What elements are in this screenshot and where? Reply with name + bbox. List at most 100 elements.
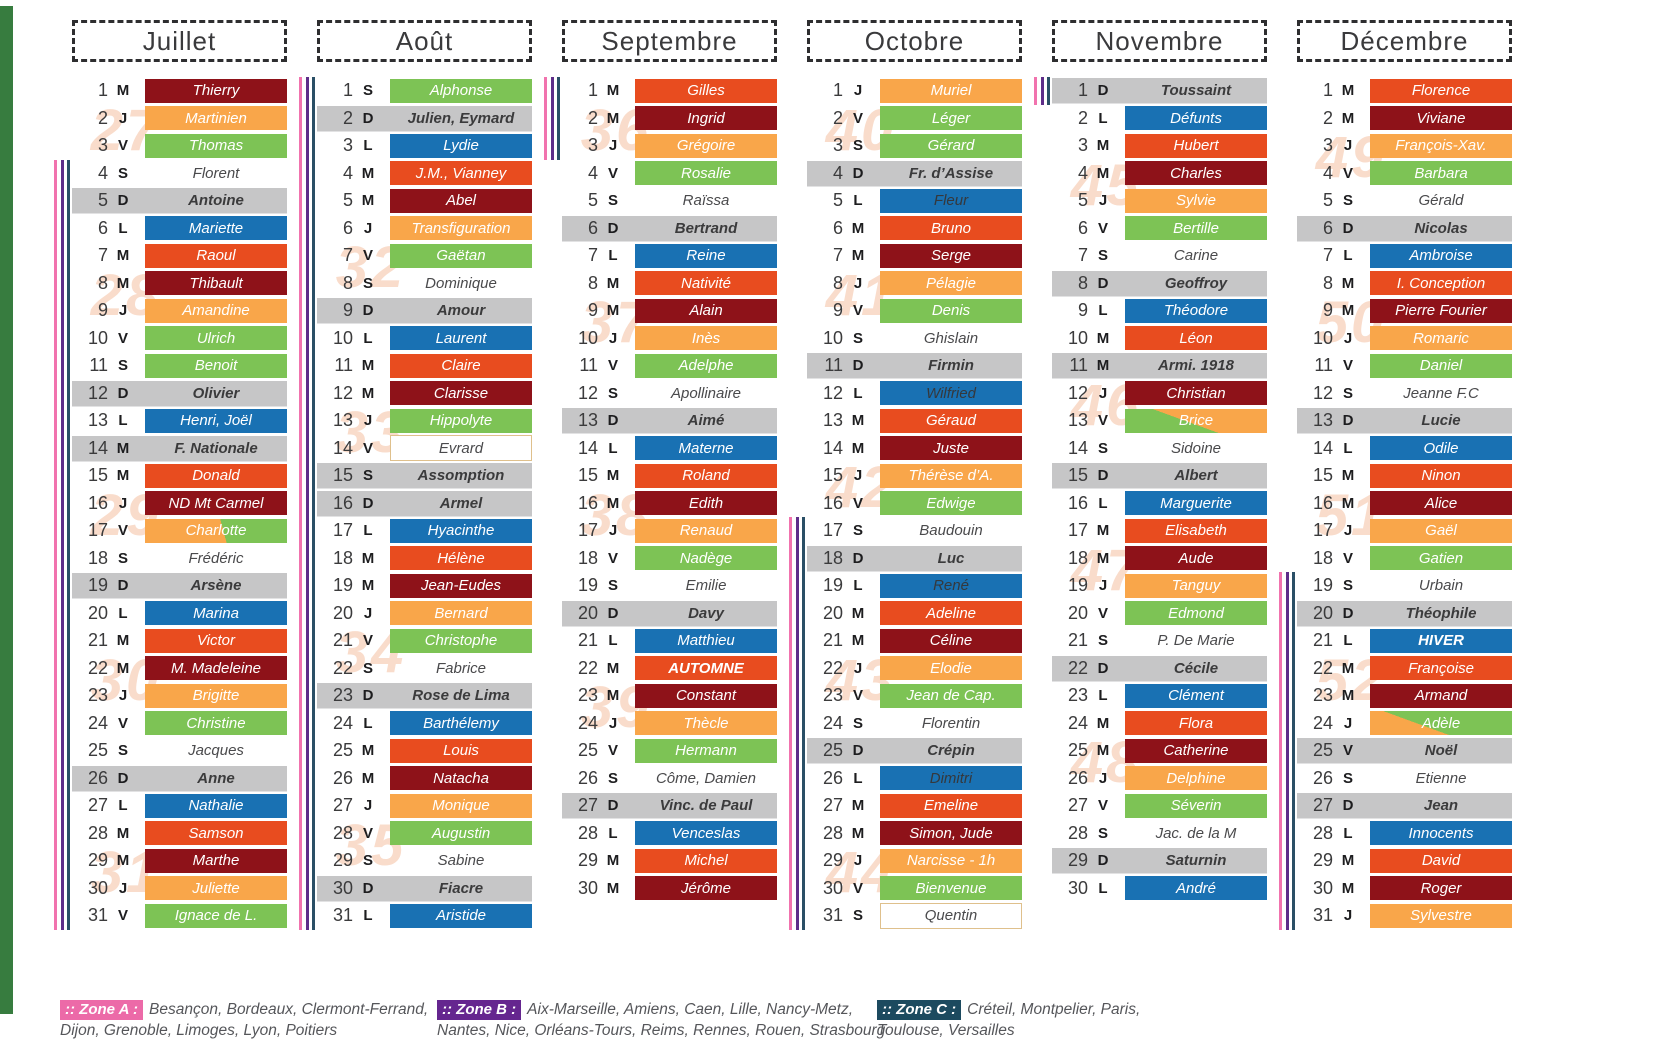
weekday-letter: M [361, 192, 375, 210]
saint-name-band: Elodie [880, 656, 1022, 681]
day-number: 12 [1312, 382, 1333, 403]
saint-name-band: Sabine [437, 852, 485, 870]
saint-name-band: Louis [390, 738, 532, 763]
saint-name-band: Dimitri [880, 766, 1022, 791]
day-number: 21 [87, 630, 108, 651]
day-row: 30 L André [1052, 875, 1267, 903]
weekday-letter: D [1097, 659, 1109, 677]
weekday-letter: M [851, 632, 865, 650]
zone-legend-block: :: Zone B : Aix-Marseille, Amiens, Caen, … [437, 1000, 887, 1042]
day-number: 10 [87, 327, 108, 348]
day-number: 23 [577, 685, 598, 706]
school-vacation-stripes [54, 159, 70, 930]
day-number: 21 [577, 630, 598, 651]
weekday-letter: D [852, 549, 864, 567]
weekday-letter: D [1342, 797, 1354, 815]
saint-name-band: ND Mt Carmel [145, 491, 287, 516]
weekday-letter: S [852, 522, 863, 540]
day-number: 7 [342, 245, 353, 266]
day-number: 5 [832, 190, 843, 211]
saint-name-band: Emilie [685, 577, 727, 595]
day-row: 11 M Armi. 1918 [1052, 352, 1267, 380]
day-row: 12 D Olivier [72, 379, 287, 407]
saint-name-band: Grégoire [635, 133, 777, 158]
month-days: 40 41 42 43 44 1 J Muriel 2 V Léger 3 S Gérard 4 D Fr. d… [789, 77, 1022, 930]
weekday-letter: J [118, 494, 128, 512]
saint-name-band: Christophe [390, 628, 532, 653]
weekday-letter: M [1341, 274, 1355, 292]
day-row: 15 M Donald [72, 462, 287, 490]
day-number: 24 [332, 712, 353, 733]
weekday-letter: J [853, 82, 863, 100]
saint-name-band: Gaël [1370, 518, 1512, 543]
weekday-letter: S [117, 742, 128, 760]
weekday-letter: D [1342, 604, 1354, 622]
weekday-letter: M [361, 577, 375, 595]
weekday-letter: L [1343, 439, 1353, 457]
saint-name-band: Marthe [145, 848, 287, 873]
weekday-letter: M [1096, 742, 1110, 760]
vacation-stripe-line [1279, 572, 1282, 930]
day-number: 16 [822, 492, 843, 513]
weekday-letter: S [852, 329, 863, 347]
weekday-letter: V [607, 549, 618, 567]
day-row: 24 L Barthélemy [317, 710, 532, 738]
saint-name-band: Séverin [1125, 793, 1267, 818]
day-row: 7 M Raoul [72, 242, 287, 270]
day-number: 3 [1322, 135, 1333, 156]
day-number: 18 [1312, 547, 1333, 568]
day-row: 12 J Christian [1052, 380, 1267, 408]
day-row: 20 L Marina [72, 600, 287, 628]
day-row: 18 V Nadège [562, 545, 777, 573]
day-number: 17 [822, 520, 843, 541]
day-row: 3 S Gérard [807, 132, 1022, 160]
weekday-letter: L [608, 632, 618, 650]
day-number: 26 [577, 767, 598, 788]
saint-name-band: Bertrand [674, 219, 738, 237]
saint-name-band: J.M., Vianney [390, 161, 532, 186]
saint-name-band: F. Nationale [174, 439, 258, 457]
day-row: 28 V Augustin [317, 820, 532, 848]
saint-name-band: Thècle [635, 711, 777, 736]
weekday-letter: J [608, 522, 618, 540]
day-row: 22 D Cécile [1052, 654, 1267, 682]
saint-name-band: Brigitte [145, 683, 287, 708]
day-number: 10 [822, 327, 843, 348]
saint-name-band: Léon [1125, 326, 1267, 351]
day-number: 16 [87, 492, 108, 513]
day-number: 13 [1312, 410, 1333, 431]
day-number: 23 [1067, 685, 1088, 706]
day-row: 16 M Edith [562, 490, 777, 518]
day-number: 23 [87, 685, 108, 706]
day-number: 3 [587, 135, 598, 156]
saint-name-band: Victor [145, 628, 287, 653]
day-row: 23 V Jean de Cap. [807, 682, 1022, 710]
saint-name-band: Davy [688, 604, 724, 622]
day-row: 2 L Défunts [1052, 105, 1267, 133]
day-number: 19 [1067, 575, 1088, 596]
weekday-letter: L [363, 329, 373, 347]
day-number: 28 [577, 822, 598, 843]
day-number: 1 [97, 80, 108, 101]
saint-name-band: Aristide [390, 903, 532, 928]
saint-name-band: Olivier [192, 384, 240, 402]
day-number: 13 [332, 410, 353, 431]
saint-name-band: Ambroise [1370, 243, 1512, 268]
weekday-letter: J [118, 302, 128, 320]
saint-name-band: Théophile [1405, 604, 1477, 622]
weekday-letter: M [606, 467, 620, 485]
weekday-letter: M [1341, 494, 1355, 512]
day-row: 15 M Roland [562, 462, 777, 490]
saint-name-band: Saturnin [1165, 852, 1227, 870]
saint-name-band: Brice [1125, 408, 1267, 433]
day-row: 13 D Aimé [562, 407, 777, 435]
day-row: 23 L Clément [1052, 682, 1267, 710]
weekday-letter: L [118, 219, 128, 237]
day-row: 27 V Séverin [1052, 792, 1267, 820]
saint-name-band: Raïssa [682, 192, 730, 210]
day-number: 17 [332, 520, 353, 541]
saint-name-band: Hubert [1125, 133, 1267, 158]
vacation-stripe-line [299, 77, 302, 930]
day-row: 3 J François-Xav. [1297, 132, 1512, 160]
saint-name-band: Lydie [390, 133, 532, 158]
